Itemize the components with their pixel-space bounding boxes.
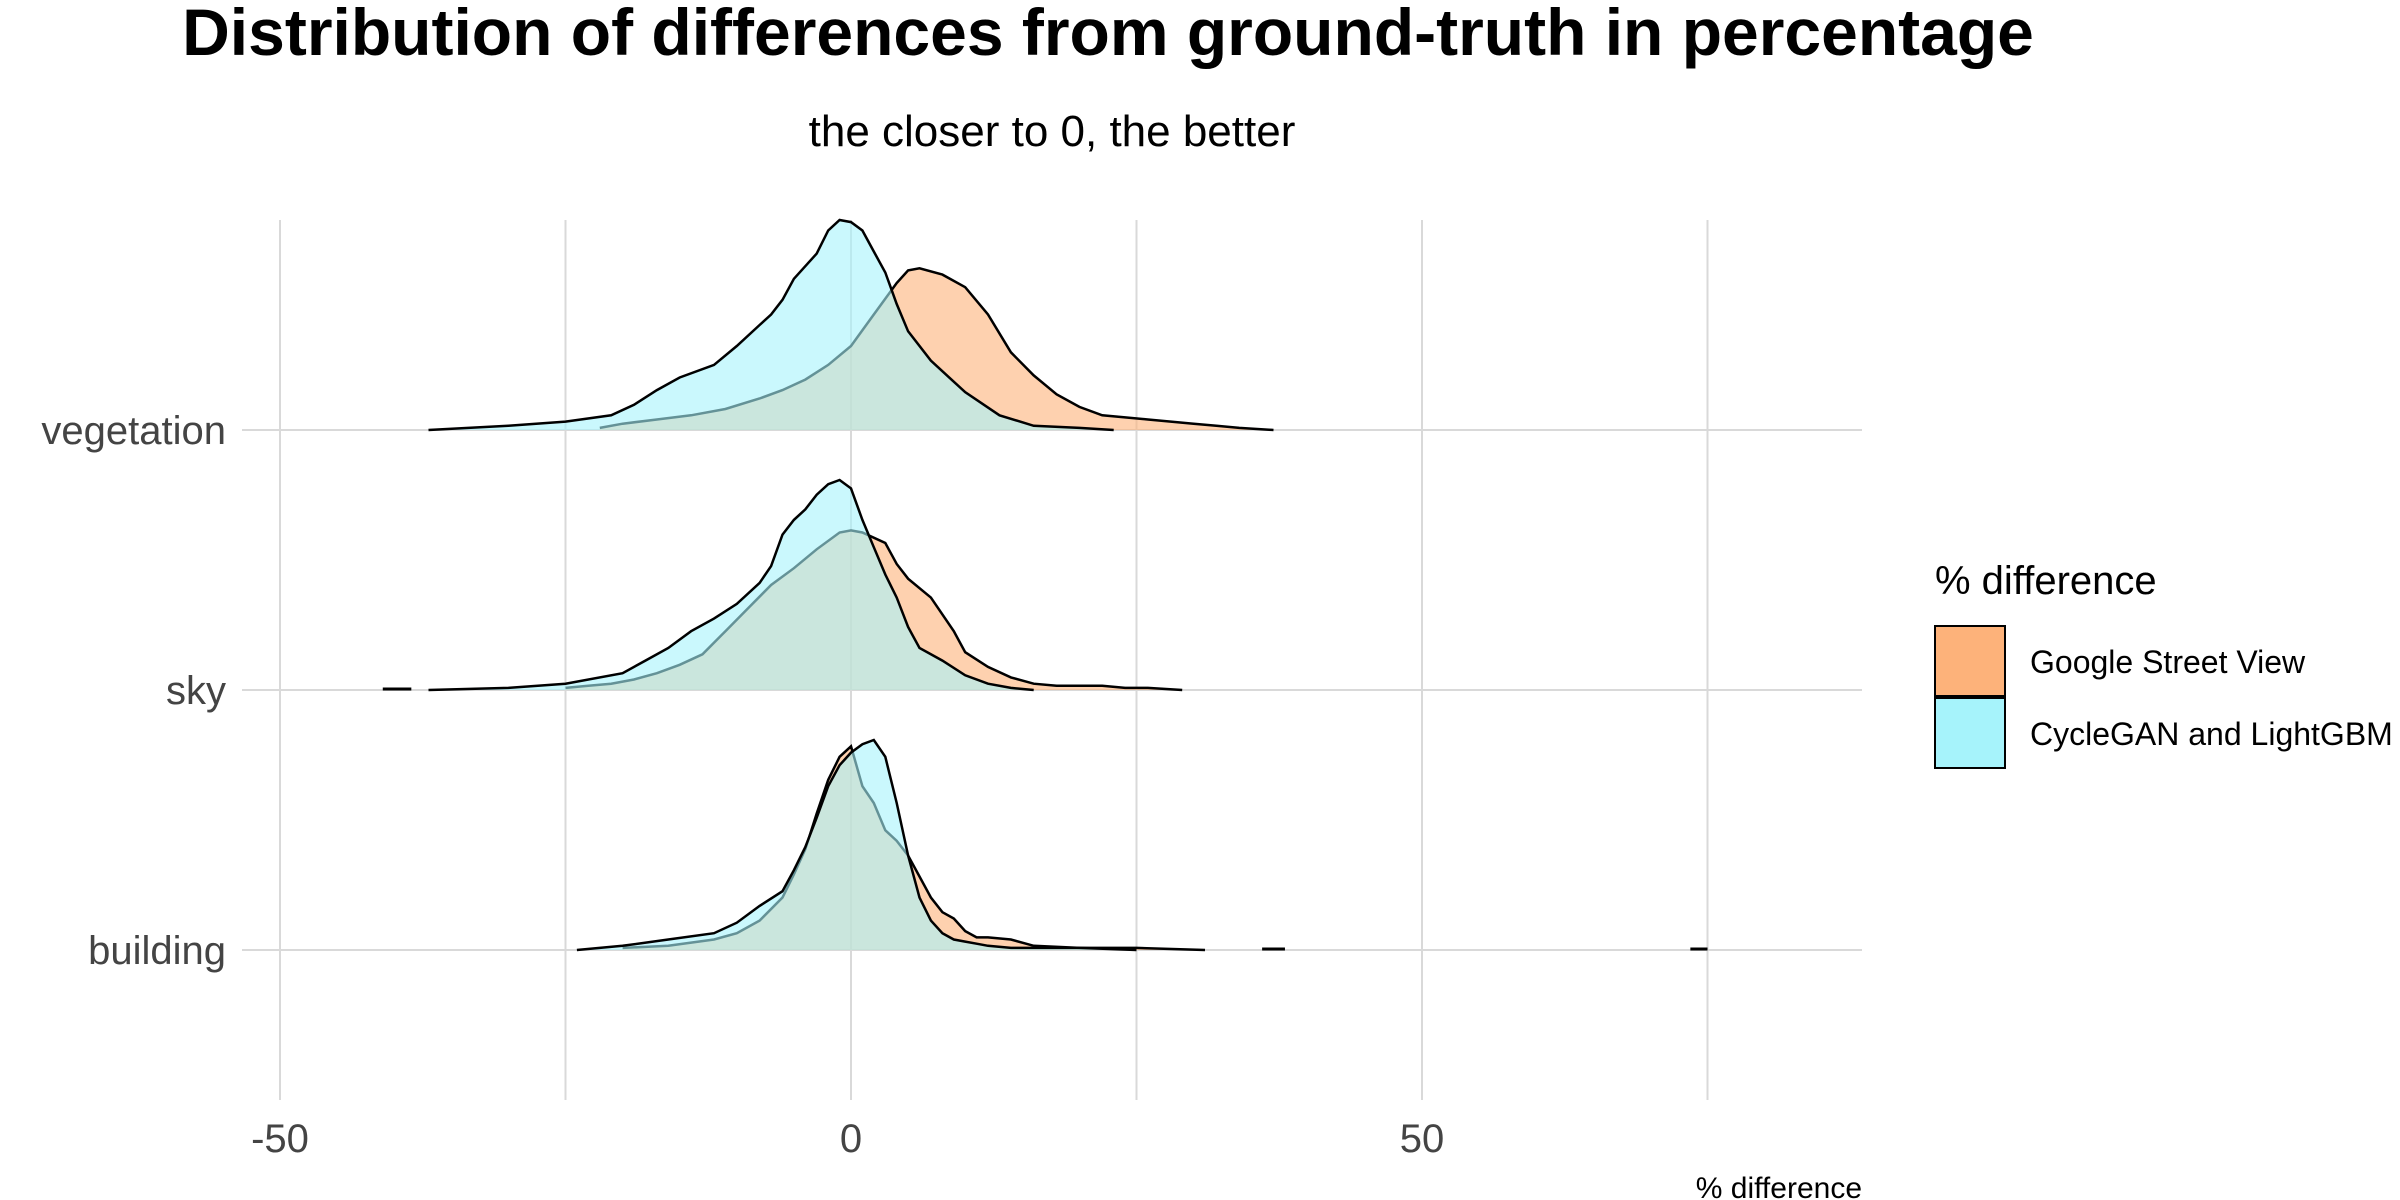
x-tick-label: 0 [840,1117,862,1161]
density-area-google-street-view-vegetation [599,268,1274,430]
x-tick-label: 50 [1400,1117,1445,1161]
chart-title: Distribution of differences from ground-… [182,0,2034,69]
y-tick-label-vegetation: vegetation [41,409,226,453]
density-line-cyclegan-and-lightgbm-building [576,738,1137,952]
chart-subtitle: the closer to 0, the better [809,107,1296,156]
legend-label-google-street-view: Google Street View [2030,644,2306,680]
ridge-vegetation [428,218,1274,432]
legend-swatch-cyclegan-lightgbm [1934,697,2006,769]
density-area-cyclegan-and-lightgbm-sky [428,480,1034,690]
legend: % difference Google Street View CycleGAN… [1934,559,2393,769]
gridlines [242,220,1862,1100]
density-line-cyclegan-and-lightgbm-vegetation [428,218,1114,432]
y-tick-label-building: building [88,929,226,973]
legend-label-cyclegan-lightgbm: CycleGAN and LightGBM [2030,716,2393,752]
legend-title: % difference [1935,559,2157,603]
ridge-building [576,738,1206,952]
density-layer [382,218,1708,952]
density-line-cyclegan-and-lightgbm-sky [428,478,1034,692]
y-tick-labels: vegetation sky building [41,409,226,973]
x-tick-label: -50 [251,1117,309,1161]
density-area-cyclegan-and-lightgbm-vegetation [428,220,1114,430]
x-axis-title: % difference [1696,1172,1862,1200]
ridge-sky [428,478,1183,692]
density-area-cyclegan-and-lightgbm-building [576,740,1137,950]
y-tick-label-sky: sky [166,669,226,713]
legend-swatch-google-street-view [1934,625,2006,697]
x-tick-labels: -50 0 50 [251,1117,1444,1161]
